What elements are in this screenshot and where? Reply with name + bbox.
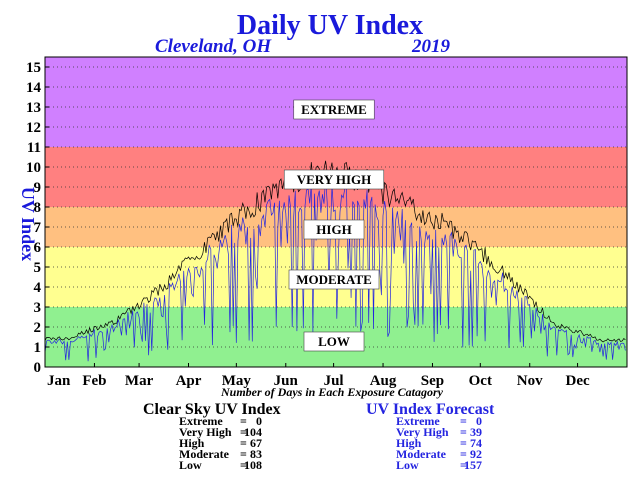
stat-sep: =	[460, 414, 467, 428]
stat-value: 0	[476, 414, 482, 428]
stat-value: 92	[470, 447, 482, 461]
stat-label: Low	[179, 458, 202, 472]
y-tick-label: 14	[26, 80, 42, 96]
stat-label: Very High	[396, 425, 449, 439]
stat-sep: =	[460, 458, 467, 472]
y-tick-label: 10	[26, 160, 41, 176]
y-tick-label: 2	[34, 320, 42, 336]
stat-sep: =	[460, 447, 467, 461]
x-tick-label: Jun	[274, 373, 299, 389]
y-tick-label: 7	[34, 220, 42, 236]
stat-value: 74	[470, 436, 482, 450]
stat-sep: =	[460, 436, 467, 450]
x-tick-label: Nov	[517, 373, 543, 389]
y-tick-label: 9	[34, 180, 42, 196]
category-label-box	[288, 269, 380, 290]
stat-value: 67	[250, 436, 262, 450]
y-tick-label: 12	[26, 120, 41, 136]
category-label-box	[293, 99, 375, 120]
forecast-legend-title: UV Index Forecast	[366, 401, 495, 418]
stat-value: 83	[250, 447, 262, 461]
category-label: VERY HIGH	[297, 172, 372, 187]
x-axis-label: Number of Days in Each Exposure Catagory	[220, 385, 444, 399]
y-tick-label: 4	[34, 280, 42, 296]
stat-label: Very High	[179, 425, 232, 439]
stat-sep: =	[240, 447, 247, 461]
x-tick-label: Sep	[421, 373, 444, 389]
clear-sky-legend-title: Clear Sky UV Index	[143, 401, 281, 418]
chart-title: Daily UV Index	[237, 10, 423, 41]
location-subtitle: Cleveland, OH	[155, 36, 272, 57]
y-tick-label: 13	[26, 100, 41, 116]
stat-label: Low	[396, 458, 419, 472]
category-label: HIGH	[316, 222, 351, 237]
x-tick-label: May	[222, 373, 252, 389]
stat-label: Extreme	[396, 414, 440, 428]
category-label: MODERATE	[296, 272, 372, 287]
stat-sep: =	[240, 414, 247, 428]
y-tick-label: 8	[34, 200, 42, 216]
series-forecast-line	[44, 176, 626, 362]
category-label-box	[283, 169, 385, 190]
stat-label: Moderate	[396, 447, 447, 461]
x-tick-label: Oct	[469, 373, 492, 389]
stat-sep: =	[240, 425, 247, 439]
x-tick-label: Feb	[82, 373, 106, 389]
stat-label: High	[179, 436, 205, 450]
x-tick-label: Mar	[125, 373, 154, 389]
stat-value: 0	[256, 414, 262, 428]
stat-sep: =	[240, 458, 247, 472]
stat-value: 104	[244, 425, 262, 439]
x-tick-label: Aug	[370, 373, 397, 389]
y-axis-label: UV Index	[18, 187, 38, 261]
stat-value: 108	[244, 458, 262, 472]
plot-frame	[44, 56, 628, 368]
stat-sep: =	[460, 425, 467, 439]
x-tick-label: Dec	[565, 373, 589, 389]
stat-label: Extreme	[179, 414, 223, 428]
year-subtitle: 2019	[411, 36, 451, 57]
y-tick-label: 11	[27, 140, 41, 156]
y-tick-label: 0	[34, 360, 42, 376]
stat-label: Moderate	[179, 447, 230, 461]
y-tick-label: 6	[34, 240, 42, 256]
y-tick-label: 15	[26, 60, 41, 76]
category-label-box	[303, 219, 365, 240]
x-tick-label: Jul	[324, 373, 344, 389]
x-tick-label: Apr	[176, 373, 202, 389]
category-label: LOW	[318, 334, 350, 349]
stat-value: 157	[464, 458, 482, 472]
stat-label: High	[396, 436, 422, 450]
category-labels: LOW MODERATE HIGH VERY HIGH EXTREME	[283, 99, 385, 352]
y-tick-label: 5	[34, 260, 42, 276]
stat-sep: =	[240, 436, 247, 450]
y-tick-label: 1	[34, 340, 42, 356]
x-tick-label: Jan	[47, 373, 71, 389]
category-label-box	[303, 331, 365, 352]
stat-value: 39	[470, 425, 482, 439]
x-tick-labels: Jan Feb Mar Apr May Jun Jul Aug Sep Oct Nov Dec	[44, 363, 590, 389]
category-label: EXTREME	[301, 102, 367, 117]
y-tick-label: 3	[34, 300, 42, 316]
